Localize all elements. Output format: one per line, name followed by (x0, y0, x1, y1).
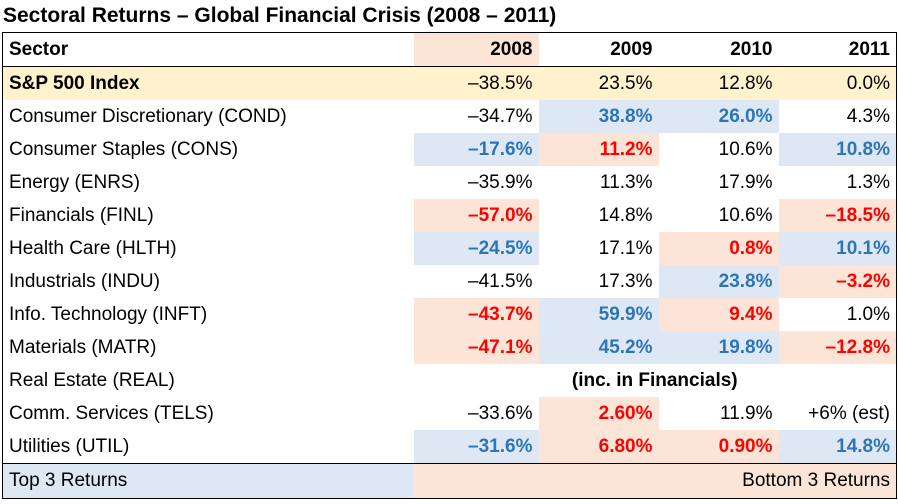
value-cell: 19.8% (658, 331, 779, 364)
value-cell: –24.5% (413, 232, 539, 265)
row: Energy (ENRS) –35.9% 11.3% 17.9% 1.3% (3, 166, 897, 199)
value-cell: 10.6% (718, 204, 773, 226)
value-cell: 11.2% (538, 133, 659, 166)
value-cell: 10.1% (778, 232, 897, 265)
row: Health Care (HLTH) –24.5% 17.1% 0.8% 10.1% (3, 232, 897, 265)
sector-cell: Consumer Discretionary (COND) (9, 105, 287, 127)
value-cell: 38.8% (538, 100, 659, 133)
legend-bottom: Bottom 3 Returns (413, 463, 897, 499)
row: Real Estate (REAL) (inc. in Financials) (3, 364, 897, 397)
value-cell: 11.3% (600, 171, 653, 193)
sector-cell: Info. Technology (INFT) (9, 303, 208, 325)
value-cell: –38.5% (413, 66, 539, 100)
row: Financials (FINL) –57.0% 14.8% 10.6% –18.5% (3, 199, 897, 232)
row: Materials (MATR) –47.1% 45.2% 19.8% –12.8% (3, 331, 897, 364)
row: Utilities (UTIL) –31.6% 6.80% 0.90% 14.8% (3, 430, 897, 464)
value-cell: 17.3% (598, 270, 653, 292)
sector-cell: Utilities (UTIL) (9, 435, 130, 457)
value-cell: 59.9% (538, 298, 659, 331)
value-cell: 9.4% (658, 298, 779, 331)
value-cell: 2.60% (538, 397, 659, 430)
value-cell: –12.8% (778, 331, 897, 364)
row: Info. Technology (INFT) –43.7% 59.9% 9.4% 1.… (3, 298, 897, 331)
value-cell: 0.0% (778, 66, 897, 100)
row: Consumer Discretionary (COND) –34.7% 38.8%… (3, 100, 897, 133)
row: S&P 500 Index –38.5% 23.5% 12.8% 0.0% (2, 66, 897, 100)
value-cell: 0.8% (658, 232, 779, 265)
value-cell: +6% (est) (808, 402, 890, 424)
value-cell: –43.7% (413, 298, 539, 331)
legend-top: Top 3 Returns (2, 463, 414, 499)
value-cell: –33.6% (468, 402, 533, 424)
header-cell: Sector (2, 32, 414, 67)
row: Consumer Staples (CONS) –17.6% 11.2% 10.6% 1… (3, 133, 897, 166)
title: Sectoral Returns – Global Financial Cris… (3, 4, 557, 27)
value-cell: 45.2% (538, 331, 659, 364)
value-cell: 0.90% (658, 430, 779, 464)
note-cell: (inc. in Financials) (571, 369, 738, 391)
value-cell: –31.6% (413, 430, 539, 464)
header-cell: 2008 (413, 32, 539, 67)
sector-cell: Materials (MATR) (9, 336, 157, 358)
value-cell: 1.0% (846, 303, 890, 325)
value-cell: 10.8% (778, 133, 897, 166)
value-cell: –35.9% (468, 171, 533, 193)
value-cell: –41.5% (468, 270, 533, 292)
value-cell: 10.6% (718, 138, 773, 160)
sector-cell: S&P 500 Index (2, 66, 414, 100)
value-cell: –3.2% (778, 265, 897, 298)
returns-table: Sector 2008 2009 2010 2011 S&P 500 Index –38.5… (2, 32, 897, 499)
sector-cell: Health Care (HLTH) (9, 237, 177, 259)
value-cell: 23.5% (538, 66, 659, 100)
value-cell: 17.9% (718, 171, 773, 193)
value-cell: 4.3% (846, 105, 890, 127)
value-cell: 12.8% (658, 66, 779, 100)
header-cell: 2009 (538, 32, 659, 67)
sector-cell: Comm. Services (TELS) (9, 402, 214, 424)
row: Comm. Services (TELS) –33.6% 2.60% 11.9% +6%… (3, 397, 897, 430)
header-cell: 2010 (658, 32, 779, 67)
value-cell: 26.0% (658, 100, 779, 133)
row: Industrials (INDU) –41.5% 17.3% 23.8% –3.2% (3, 265, 897, 298)
value-cell: 23.8% (658, 265, 779, 298)
value-cell: 14.8% (598, 204, 653, 226)
header-row: Sector 2008 2009 2010 2011 (2, 32, 897, 67)
value-cell: –57.0% (413, 199, 539, 232)
value-cell: –47.1% (413, 331, 539, 364)
sector-cell: Real Estate (REAL) (9, 369, 175, 391)
value-cell: 6.80% (538, 430, 659, 464)
sector-cell: Financials (FINL) (9, 204, 154, 226)
value-cell: 11.9% (720, 402, 773, 424)
sector-cell: Industrials (INDU) (9, 270, 160, 292)
value-cell: 14.8% (778, 430, 897, 464)
value-cell: –34.7% (468, 105, 533, 127)
value-cell: –18.5% (778, 199, 897, 232)
value-cell: 1.3% (846, 171, 890, 193)
sector-cell: Consumer Staples (CONS) (9, 138, 239, 160)
footer-row: Top 3 Returns Bottom 3 Returns (2, 463, 897, 499)
value-cell: 17.1% (598, 237, 653, 259)
sector-cell: Energy (ENRS) (9, 171, 140, 193)
header-cell: 2011 (778, 32, 897, 67)
value-cell: –17.6% (413, 133, 539, 166)
